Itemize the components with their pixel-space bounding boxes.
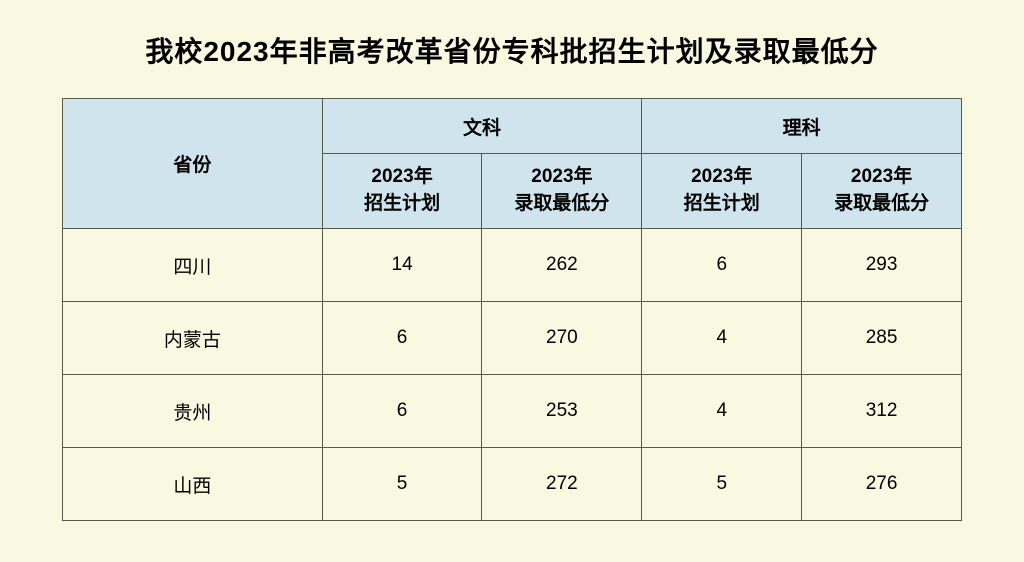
table-row: 山西 5 272 5 276: [63, 448, 962, 521]
cell-province: 贵州: [63, 375, 323, 448]
cell-science-score: 285: [802, 302, 962, 375]
cell-science-score: 312: [802, 375, 962, 448]
header-province: 省份: [63, 99, 323, 229]
cell-province: 山西: [63, 448, 323, 521]
cell-province: 四川: [63, 229, 323, 302]
cell-science-plan: 5: [642, 448, 802, 521]
cell-liberal-score: 262: [482, 229, 642, 302]
cell-province: 内蒙古: [63, 302, 323, 375]
cell-science-plan: 6: [642, 229, 802, 302]
header-science: 理科: [642, 99, 962, 154]
subheader-liberal-score: 2023年录取最低分: [482, 154, 642, 229]
cell-science-score: 276: [802, 448, 962, 521]
cell-liberal-plan: 6: [322, 375, 482, 448]
cell-liberal-score: 272: [482, 448, 642, 521]
page-title: 我校2023年非高考改革省份专科批招生计划及录取最低分: [145, 30, 878, 70]
header-liberal: 文科: [322, 99, 642, 154]
cell-liberal-plan: 14: [322, 229, 482, 302]
cell-science-plan: 4: [642, 302, 802, 375]
table-row: 四川 14 262 6 293: [63, 229, 962, 302]
subheader-science-score: 2023年录取最低分: [802, 154, 962, 229]
cell-science-plan: 4: [642, 375, 802, 448]
cell-liberal-plan: 5: [322, 448, 482, 521]
cell-liberal-score: 253: [482, 375, 642, 448]
table-row: 内蒙古 6 270 4 285: [63, 302, 962, 375]
cell-liberal-plan: 6: [322, 302, 482, 375]
cell-liberal-score: 270: [482, 302, 642, 375]
cell-science-score: 293: [802, 229, 962, 302]
table-row: 贵州 6 253 4 312: [63, 375, 962, 448]
subheader-liberal-plan: 2023年招生计划: [322, 154, 482, 229]
subheader-science-plan: 2023年招生计划: [642, 154, 802, 229]
admission-table: 省份 文科 理科 2023年招生计划 2023年录取最低分 2023年招生计划 …: [62, 98, 962, 521]
